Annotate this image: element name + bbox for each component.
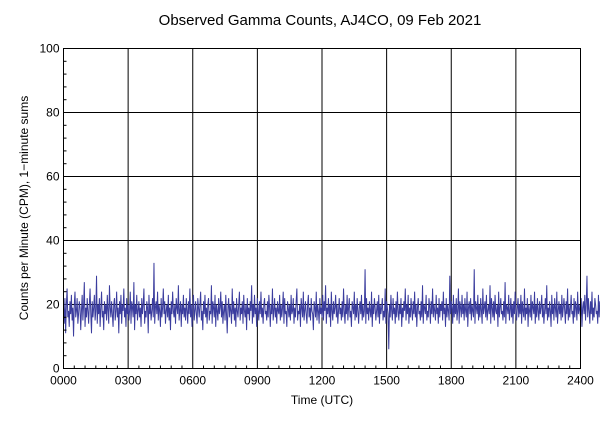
y-tick-label: 40 [46, 234, 60, 248]
x-tick-label: 2400 [567, 374, 594, 388]
y-tick-label: 80 [46, 106, 60, 120]
x-tick-labels: 0000 0300 0600 0900 1200 1500 1800 2100 2400 [50, 374, 594, 388]
chart-title: Observed Gamma Counts, AJ4CO, 09 Feb 202… [159, 12, 482, 29]
grid [63, 48, 581, 369]
series-line [63, 262, 600, 350]
x-tick-label: 1800 [438, 374, 465, 388]
x-tick-label: 0300 [115, 374, 142, 388]
y-axis-label: Counts per Minute (CPM), 1−minute sums [17, 96, 31, 320]
x-tick-label: 0000 [50, 374, 77, 388]
x-tick-label: 1200 [309, 374, 336, 388]
x-axis-label: Time (UTC) [291, 393, 353, 407]
y-tick-labels: 0 20 40 60 80 100 [39, 42, 59, 376]
x-tick-label: 0900 [244, 374, 271, 388]
x-tick-label: 1500 [373, 374, 400, 388]
x-tick-label: 2100 [503, 374, 530, 388]
x-tick-label: 0600 [179, 374, 206, 388]
y-tick-label: 0 [53, 362, 60, 376]
plot-frame [63, 48, 581, 369]
y-tick-label: 60 [46, 170, 60, 184]
y-tick-label: 100 [39, 42, 59, 56]
series-group [63, 262, 600, 350]
ticks [63, 60, 571, 369]
y-tick-label: 20 [46, 298, 60, 312]
